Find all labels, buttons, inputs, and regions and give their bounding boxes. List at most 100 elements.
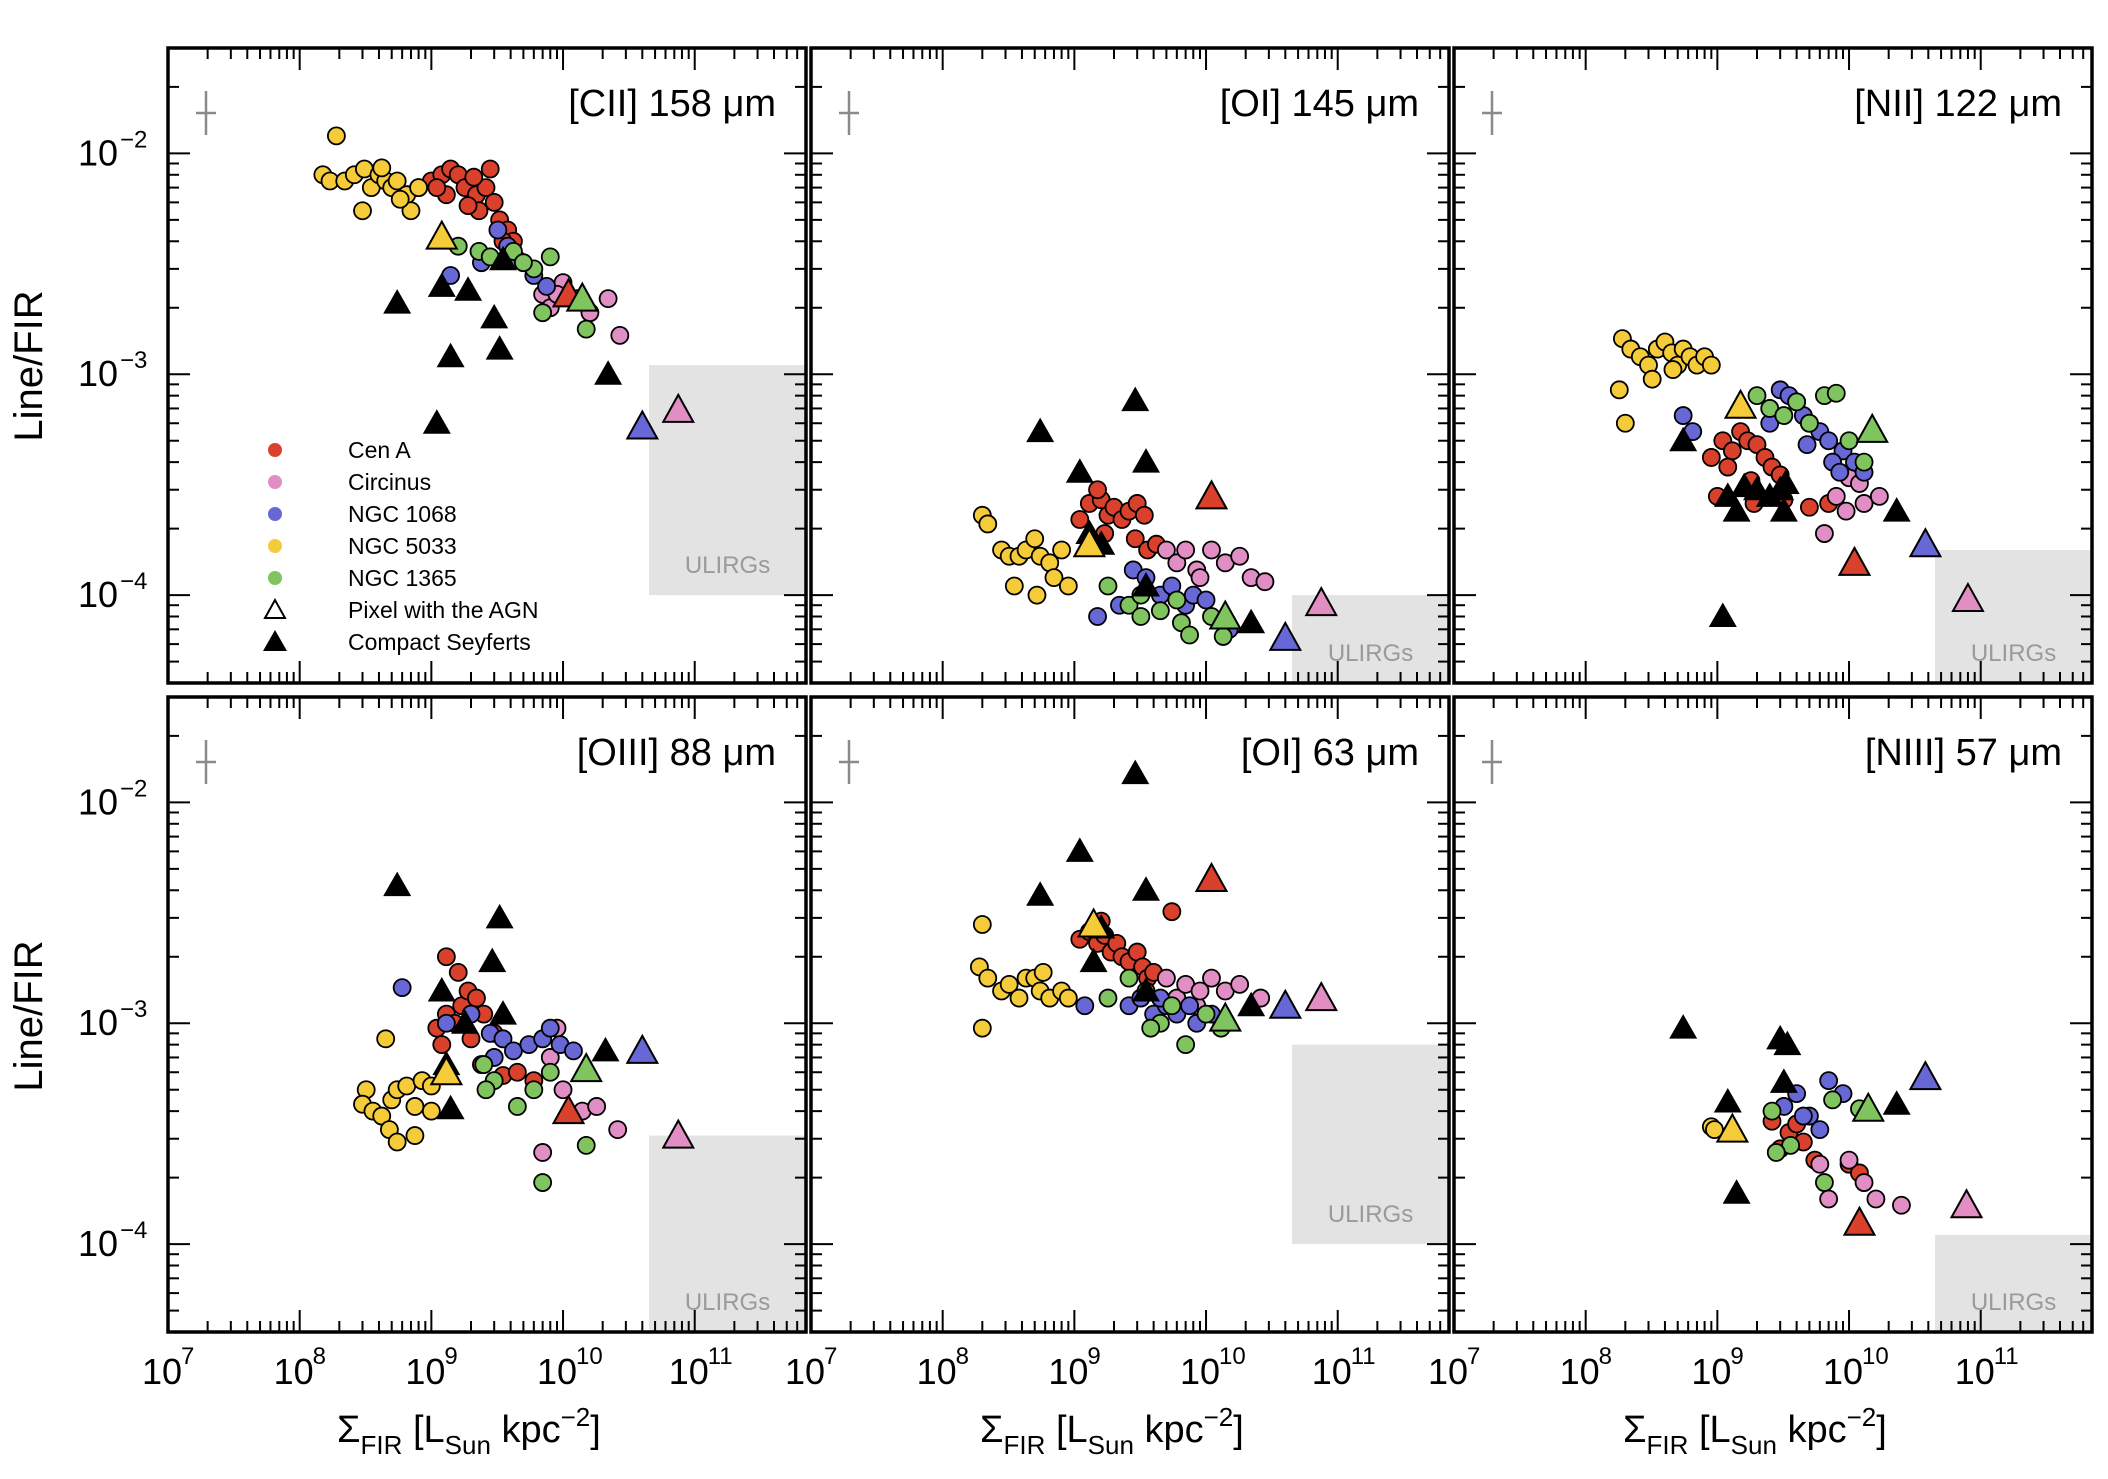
data-point	[432, 1035, 452, 1055]
data-point	[1839, 431, 1859, 451]
ulirg-region	[649, 1135, 806, 1332]
data-point	[1180, 625, 1199, 645]
x-tick-label: 10	[917, 1351, 957, 1392]
compact-seyfert-marker	[485, 903, 514, 929]
data-point	[376, 1029, 396, 1049]
x-tick-label-exponent: 11	[1351, 1343, 1376, 1370]
agn-pixel-marker	[1194, 861, 1229, 892]
agn-pixel-marker	[661, 392, 695, 423]
panel-frame	[1452, 695, 2094, 1334]
data-point	[476, 178, 496, 197]
data-point	[1823, 1090, 1842, 1110]
data-point	[326, 126, 346, 146]
data-point	[1642, 369, 1662, 389]
x-tick-label: 10	[1955, 1351, 1995, 1392]
y-tick-label-exponent: −3	[120, 347, 147, 374]
data-point	[409, 178, 428, 197]
data-point	[507, 1097, 527, 1116]
data-point	[467, 988, 486, 1008]
data-point	[1762, 1101, 1782, 1121]
data-point	[1793, 1106, 1813, 1126]
x-axis-label-part: −2	[1847, 1402, 1877, 1432]
compact-seyfert-marker	[1237, 608, 1266, 634]
y-tick-label-exponent: −2	[120, 775, 147, 802]
x-axis-label-part: Σ	[1623, 1409, 1647, 1451]
compact-seyfert-marker	[489, 245, 518, 271]
y-tick-label: 10	[78, 1002, 118, 1043]
panel-frame	[809, 695, 1451, 1334]
data-point	[476, 1080, 496, 1100]
data-point	[1826, 486, 1846, 506]
x-tick-label-exponent: 8	[956, 1343, 969, 1370]
data-point	[1766, 1143, 1786, 1162]
data-point	[1009, 988, 1029, 1008]
data-point	[405, 1097, 425, 1116]
agn-pixel-marker	[1268, 620, 1303, 651]
data-point	[1722, 441, 1742, 461]
data-point	[1190, 981, 1210, 1001]
x-tick-label-exponent: 10	[1219, 1343, 1246, 1370]
data-point	[1167, 553, 1187, 573]
data-point	[464, 167, 484, 187]
data-point	[533, 1143, 553, 1162]
agn-pixel-marker	[1908, 527, 1943, 558]
y-tick-label-exponent: −2	[120, 126, 147, 153]
compact-seyfert-marker	[383, 289, 412, 314]
panel-title: [NII] 122 μm	[1854, 83, 2062, 125]
legend-label: NGC 1068	[348, 501, 457, 527]
agn-pixel-marker	[1208, 599, 1242, 630]
x-tick-label-exponent: 11	[1994, 1343, 2019, 1370]
agn-pixel-marker	[429, 1055, 464, 1086]
compact-seyfert-marker	[1065, 458, 1094, 483]
data-point	[1819, 1189, 1839, 1209]
data-point	[1663, 360, 1683, 379]
legend: Cen A Circinus NGC 1068 NGC 5033 NGC 1365 Pix…	[263, 437, 538, 655]
data-point	[1839, 1150, 1859, 1170]
legend-marker	[268, 443, 282, 457]
data-point	[1196, 1004, 1216, 1024]
data-point	[353, 201, 372, 221]
data-point	[1190, 568, 1210, 588]
data-point	[1202, 540, 1221, 560]
data-point	[533, 303, 553, 323]
compact-seyfert-marker	[1079, 947, 1108, 973]
legend-marker	[263, 597, 287, 619]
data-point	[484, 192, 504, 212]
data-point	[1098, 576, 1118, 596]
data-point	[1027, 585, 1047, 605]
data-point	[1125, 529, 1145, 549]
data-point	[372, 158, 392, 178]
agn-pixel-marker	[1851, 1091, 1885, 1122]
data-point	[1701, 448, 1721, 467]
data-point	[1052, 540, 1071, 560]
panel-title: [CII] 158 μm	[568, 83, 776, 125]
x-axis-label-part: ]	[1233, 1409, 1244, 1451]
y-axis-label-top: Line/FIR	[7, 290, 51, 441]
x-tick-label: 10	[1428, 1351, 1468, 1392]
data-point	[507, 1062, 527, 1082]
data-point	[1088, 480, 1107, 500]
x-tick-label-exponent: 8	[313, 1343, 326, 1370]
data-point	[999, 974, 1019, 994]
compact-seyfert-marker	[1132, 976, 1161, 1002]
compact-seyfert-marker	[1722, 1179, 1751, 1204]
compact-seyfert-marker	[1669, 1014, 1698, 1039]
panel-frame	[809, 46, 1451, 685]
data-point	[387, 1132, 407, 1152]
data-point	[1162, 902, 1182, 922]
legend-label: Circinus	[348, 469, 431, 495]
x-tick-label: 10	[142, 1351, 182, 1392]
data-point	[533, 1173, 553, 1192]
data-point	[1004, 576, 1024, 596]
x-tick-label: 10	[1823, 1351, 1863, 1392]
x-axis-label-part: Sun	[1731, 1430, 1777, 1460]
data-point	[1774, 406, 1794, 425]
compact-seyfert-marker	[1773, 1030, 1802, 1056]
data-point	[1819, 1071, 1839, 1090]
data-point	[598, 289, 618, 309]
data-point	[1854, 494, 1874, 513]
compact-seyfert-marker	[1132, 571, 1161, 597]
compact-seyfert-marker	[422, 409, 451, 434]
